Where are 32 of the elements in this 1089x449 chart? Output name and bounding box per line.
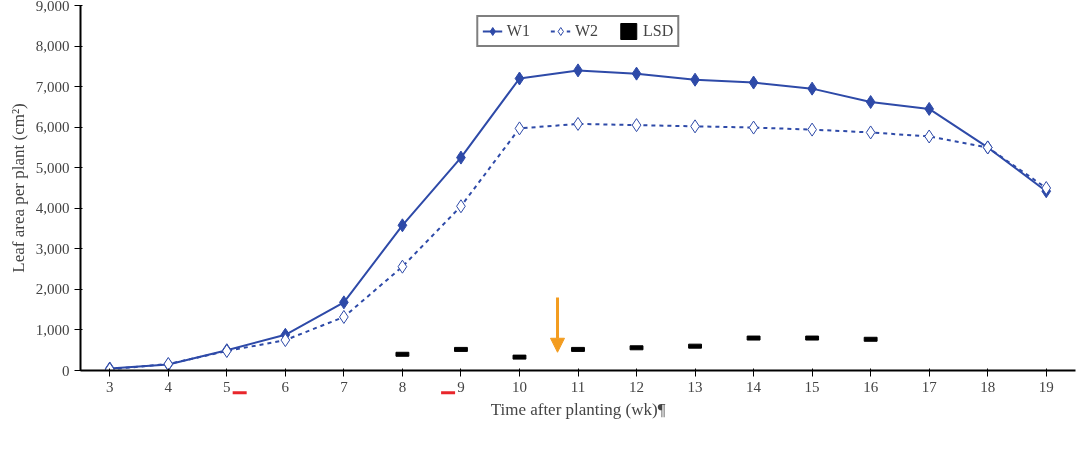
x-tick-label: 8 xyxy=(398,378,407,395)
x-tick-label: 6 xyxy=(281,378,290,395)
x-tick-label: 10 xyxy=(511,378,527,395)
x-tick-label: 5 xyxy=(223,378,231,395)
x-tick-label: 16 xyxy=(863,378,879,395)
y-tick-label: 1,000 xyxy=(35,321,70,338)
y-tick-label: 6,000 xyxy=(35,119,70,136)
x-tick-label: 11 xyxy=(570,378,586,395)
x-tick-label: 7 xyxy=(340,378,349,395)
legend-label: LSD xyxy=(642,22,674,40)
y-tick-label: 2,000 xyxy=(35,281,70,298)
x-tick-label: 14 xyxy=(746,378,762,395)
x-tick-label: 18 xyxy=(980,378,996,395)
legend-label: W1 xyxy=(506,22,530,40)
x-tick-label: 4 xyxy=(164,378,173,395)
legend-label: W2 xyxy=(574,22,598,40)
y-tick-label: 3,000 xyxy=(35,240,70,257)
x-tick-label: 3 xyxy=(106,378,114,395)
x-tick-label: 9 xyxy=(457,378,465,395)
y-axis-title: Leaf area per plant (cm²) xyxy=(8,103,28,273)
y-tick-label: 0 xyxy=(62,362,70,379)
y-tick-label: 9,000 xyxy=(35,0,70,14)
x-tick-label: 12 xyxy=(629,378,645,395)
y-tick-label: 8,000 xyxy=(35,38,70,55)
y-tick-label: 7,000 xyxy=(35,78,70,95)
y-tick-label: 4,000 xyxy=(35,200,70,217)
y-tick-label: 5,000 xyxy=(35,159,70,176)
x-tick-label: 15 xyxy=(804,378,820,395)
x-tick-label: 17 xyxy=(921,378,938,395)
x-axis-title: Time after planting (wk)¶ xyxy=(490,399,666,419)
x-tick-label: 19 xyxy=(1038,378,1054,395)
x-tick-label: 13 xyxy=(687,378,703,395)
